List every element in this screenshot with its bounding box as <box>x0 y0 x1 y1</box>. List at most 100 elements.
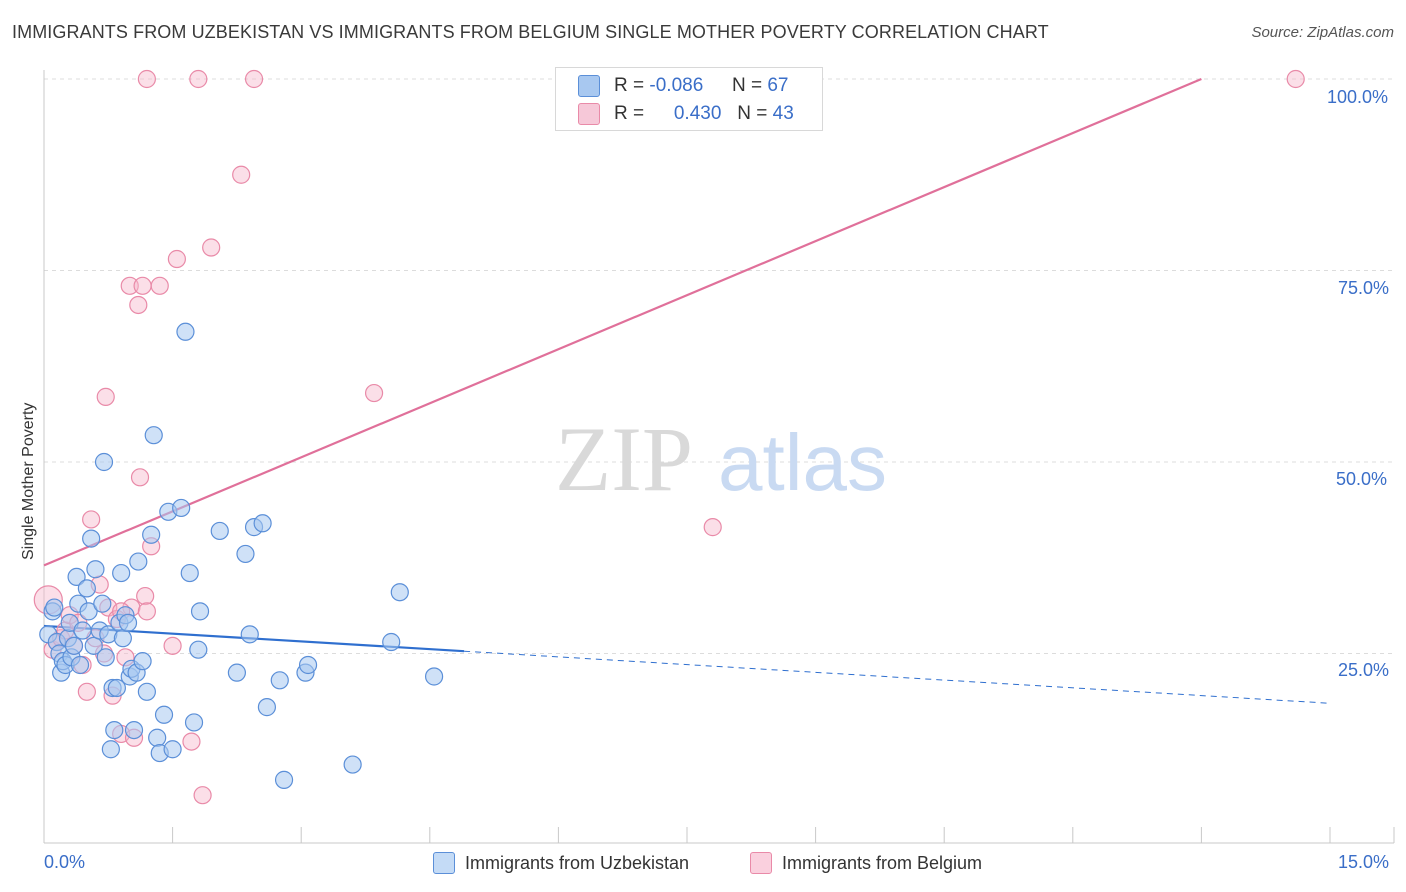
point-belgium-26 <box>136 586 155 606</box>
blue-square-icon <box>433 852 455 874</box>
y-tick-label-50: 50.0% <box>1336 469 1388 489</box>
y-tick-label-25: 25.0% <box>1338 660 1390 680</box>
point-uzbekistan-48 <box>163 740 182 759</box>
legend-item-belgium[interactable]: Immigrants from Belgium <box>750 852 982 874</box>
point-uzbekistan-17 <box>79 602 98 621</box>
r-label: R = <box>614 75 645 96</box>
point-uzbekistan-32 <box>113 629 132 648</box>
point-uzbekistan-58 <box>240 625 259 644</box>
pink-square-icon <box>750 852 772 874</box>
point-uzbekistan-51 <box>180 563 199 583</box>
point-uzbekistan-68 <box>390 583 409 602</box>
x-tick-label-min: 0.0% <box>44 852 86 872</box>
point-belgium-32 <box>182 732 201 751</box>
point-belgium-40 <box>703 518 722 537</box>
legend-label-uzbekistan: Immigrants from Uzbekistan <box>465 852 690 873</box>
point-uzbekistan-34 <box>118 613 138 632</box>
point-uzbekistan-44 <box>148 728 167 747</box>
x-tick-label-max: 15.0% <box>1338 852 1390 872</box>
blue-swatch-icon <box>578 75 600 97</box>
point-uzbekistan-65 <box>298 655 318 675</box>
point-uzbekistan-54 <box>190 602 210 621</box>
point-belgium-14 <box>96 387 115 406</box>
point-uzbekistan-37 <box>124 720 144 740</box>
point-uzbekistan-29 <box>107 678 126 698</box>
point-belgium-41 <box>1286 69 1305 89</box>
point-uzbekistan-18 <box>82 529 101 548</box>
point-uzbekistan-15 <box>73 621 92 640</box>
point-uzbekistan-69 <box>424 667 444 686</box>
n-label: N = <box>731 75 763 96</box>
point-belgium-31 <box>167 249 186 269</box>
point-belgium-29 <box>150 276 169 295</box>
point-uzbekistan-67 <box>382 632 401 652</box>
point-uzbekistan-39 <box>129 552 148 571</box>
stats-box: R = -0.086 N = 67 R = 0.430 N = 43 <box>555 67 823 131</box>
point-uzbekistan-55 <box>210 521 229 541</box>
y-axis-label: Single Mother Poverty <box>20 402 37 560</box>
point-uzbekistan-52 <box>184 713 204 732</box>
r-label: R = <box>614 103 645 124</box>
point-uzbekistan-62 <box>270 671 289 690</box>
point-uzbekistan-24 <box>96 648 115 667</box>
y-tick-label-100: 100.0% <box>1327 87 1389 107</box>
pink-swatch-icon <box>578 103 600 125</box>
point-uzbekistan-2 <box>45 598 64 617</box>
point-uzbekistan-56 <box>227 663 246 682</box>
point-uzbekistan-31 <box>112 563 131 583</box>
point-belgium-36 <box>137 69 156 89</box>
point-belgium-20 <box>120 276 139 295</box>
points-uzbekistan <box>39 322 444 789</box>
point-uzbekistan-26 <box>101 740 120 759</box>
point-uzbekistan-66 <box>343 755 362 774</box>
point-belgium-9 <box>77 682 96 701</box>
point-uzbekistan-11 <box>64 636 84 655</box>
point-uzbekistan-63 <box>274 770 294 789</box>
r-value: 0.430 <box>673 103 722 124</box>
point-uzbekistan-42 <box>142 525 161 544</box>
grid-lines <box>44 78 1394 654</box>
point-uzbekistan-41 <box>137 682 156 701</box>
point-uzbekistan-53 <box>189 640 208 659</box>
point-belgium-10 <box>82 510 101 529</box>
legend: Immigrants from Uzbekistan Immigrants fr… <box>0 850 1406 880</box>
point-uzbekistan-40 <box>133 652 152 671</box>
trend-line-belgium <box>43 77 1202 567</box>
point-uzbekistan-16 <box>77 579 96 598</box>
point-uzbekistan-22 <box>93 594 112 613</box>
point-belgium-34 <box>202 238 221 257</box>
point-uzbekistan-57 <box>236 544 255 564</box>
r-value: -0.086 <box>649 75 704 96</box>
point-belgium-25 <box>133 276 152 295</box>
n-value: 67 <box>767 75 789 96</box>
n-value: 43 <box>772 103 794 124</box>
point-uzbekistan-43 <box>144 426 163 445</box>
point-uzbekistan-28 <box>105 720 124 740</box>
point-belgium-30 <box>163 636 182 655</box>
watermark-zip: ZIP <box>555 408 693 510</box>
axes <box>43 70 1395 844</box>
point-uzbekistan-61 <box>257 698 277 717</box>
legend-label-belgium: Immigrants from Belgium <box>782 852 983 873</box>
chart-title: IMMIGRANTS FROM UZBEKISTAN VS IMMIGRANTS… <box>12 22 1049 42</box>
legend-item-uzbekistan[interactable]: Immigrants from Uzbekistan <box>433 852 689 874</box>
n-label: N = <box>737 103 768 124</box>
watermark-atlas: atlas <box>718 418 887 507</box>
point-uzbekistan-46 <box>154 705 174 724</box>
point-uzbekistan-23 <box>94 452 114 472</box>
point-belgium-37 <box>189 69 208 89</box>
trend-line-uzbekistan-extension <box>464 650 1331 704</box>
point-belgium-27 <box>137 602 156 621</box>
stats-row-belgium: R = 0.430 N = 43 <box>578 101 794 127</box>
point-uzbekistan-49 <box>172 498 191 518</box>
point-belgium-35 <box>232 165 251 184</box>
point-belgium-23 <box>129 295 148 315</box>
point-uzbekistan-50 <box>176 322 195 341</box>
source-label: Source: ZipAtlas.com <box>1251 24 1394 41</box>
point-belgium-24 <box>130 468 150 487</box>
stats-row-uzbekistan: R = -0.086 N = 67 <box>578 73 788 99</box>
point-belgium-39 <box>364 383 384 403</box>
point-belgium-38 <box>244 69 264 89</box>
point-belgium-33 <box>193 786 212 805</box>
